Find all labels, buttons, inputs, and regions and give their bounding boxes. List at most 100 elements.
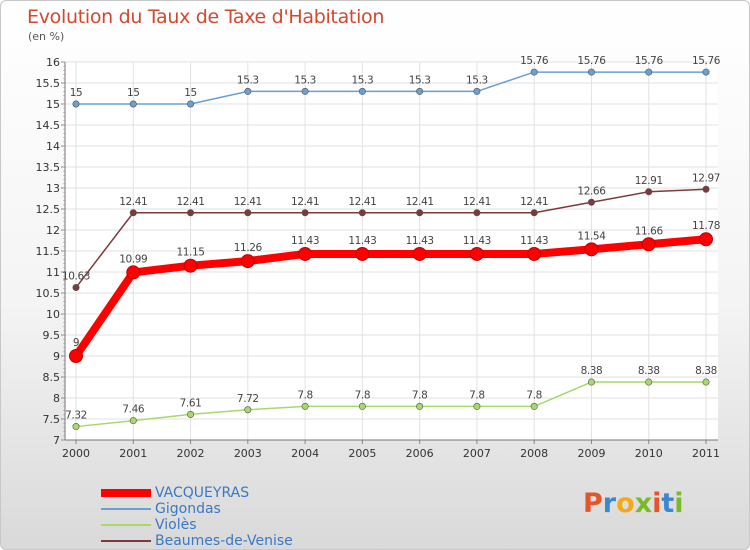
y-tick-label: 10.5 <box>36 287 61 300</box>
chart-title: Evolution du Taux de Taxe d'Habitation <box>27 6 385 28</box>
y-tick-label: 15 <box>46 98 60 111</box>
legend-swatch <box>101 540 151 542</box>
data-point-viol-s <box>473 402 481 410</box>
data-point-viol-s <box>587 378 595 386</box>
logo-letter: o <box>616 488 635 519</box>
data-point-beaumes-de-venise <box>530 209 538 217</box>
data-point-beaumes-de-venise <box>473 209 481 217</box>
data-point-beaumes-de-venise <box>358 209 366 217</box>
data-point-viol-s <box>645 378 653 386</box>
legend-label: VACQUEYRAS <box>155 485 250 501</box>
y-tick-label: 9 <box>53 350 60 363</box>
logo-letter: i <box>652 488 662 519</box>
data-label-vacqueyras: 11.43 <box>520 235 548 247</box>
x-tick-label: 2004 <box>291 447 319 460</box>
legend-label: Beaumes-de-Venise <box>155 533 293 549</box>
data-point-gigondas <box>72 100 80 108</box>
data-label-viol-s: 7.8 <box>355 389 371 401</box>
x-tick-label: 2007 <box>463 447 491 460</box>
x-tick-label: 2011 <box>692 447 720 460</box>
logo-letter: r <box>602 488 617 519</box>
y-tick-label: 13.5 <box>36 161 61 174</box>
logo-letter: i <box>674 488 684 519</box>
y-tick-label: 9.5 <box>43 329 61 342</box>
data-point-vacqueyras <box>240 254 255 269</box>
data-label-gigondas: 15.76 <box>692 55 721 67</box>
y-tick-label: 16 <box>46 56 60 69</box>
data-point-viol-s <box>72 423 80 431</box>
data-label-beaumes-de-venise: 12.41 <box>406 196 434 208</box>
data-point-vacqueyras <box>412 246 427 261</box>
data-point-beaumes-de-venise <box>72 284 80 292</box>
data-label-beaumes-de-venise: 10.63 <box>62 271 90 283</box>
legend-swatch <box>101 489 151 497</box>
x-tick-label: 2002 <box>177 447 205 460</box>
data-label-vacqueyras: 11.43 <box>463 235 491 247</box>
x-tick-label: 2005 <box>348 447 376 460</box>
legend-swatch <box>101 524 151 526</box>
data-point-gigondas <box>358 87 366 95</box>
data-label-viol-s: 7.72 <box>237 393 259 405</box>
y-tick-label: 14 <box>46 140 60 153</box>
data-label-viol-s: 8.38 <box>695 365 717 377</box>
data-point-viol-s <box>702 378 710 386</box>
data-point-beaumes-de-venise <box>129 209 137 217</box>
x-tick-label: 2003 <box>234 447 262 460</box>
chart-unit: (en %) <box>28 30 65 43</box>
y-tick-label: 11.5 <box>36 245 61 258</box>
data-point-vacqueyras <box>699 232 713 247</box>
data-point-beaumes-de-venise <box>645 188 653 196</box>
data-point-gigondas <box>587 68 595 76</box>
data-label-vacqueyras: 9 <box>73 337 79 349</box>
logo-letter: P <box>583 488 603 519</box>
y-tick-label: 14.5 <box>36 119 61 132</box>
proxiti-logo: Proxiti <box>583 488 684 519</box>
data-label-beaumes-de-venise: 12.91 <box>635 175 663 187</box>
data-label-gigondas: 15.3 <box>409 74 431 86</box>
data-label-viol-s: 7.8 <box>297 389 313 401</box>
data-label-beaumes-de-venise: 12.41 <box>177 196 205 208</box>
data-label-gigondas: 15.76 <box>635 55 664 67</box>
x-tick-label: 2010 <box>635 447 663 460</box>
data-point-viol-s <box>244 406 252 414</box>
legend-label: Gigondas <box>155 501 221 517</box>
data-label-beaumes-de-venise: 12.97 <box>692 172 720 184</box>
x-tick-label: 2009 <box>577 447 605 460</box>
data-point-vacqueyras <box>355 246 370 261</box>
data-point-gigondas <box>416 87 424 95</box>
data-point-gigondas <box>473 87 481 95</box>
data-point-beaumes-de-venise <box>301 209 309 217</box>
data-label-vacqueyras: 11.43 <box>348 235 376 247</box>
data-label-beaumes-de-venise: 12.41 <box>348 196 376 208</box>
data-point-gigondas <box>129 100 137 108</box>
x-tick-label: 2008 <box>520 447 548 460</box>
data-point-gigondas <box>301 87 309 95</box>
data-point-vacqueyras <box>641 237 656 252</box>
data-label-beaumes-de-venise: 12.41 <box>520 196 548 208</box>
series-line-vacqueyras <box>72 235 710 360</box>
data-label-vacqueyras: 11.26 <box>234 242 263 254</box>
x-tick-label: 2006 <box>406 447 434 460</box>
series-line-gigondas <box>75 71 707 105</box>
series-line-viol-s <box>75 381 707 428</box>
series-line-beaumes-de-venise <box>75 188 707 289</box>
data-point-vacqueyras <box>584 242 599 257</box>
data-label-viol-s: 7.8 <box>412 389 428 401</box>
y-tick-label: 12 <box>46 224 60 237</box>
data-point-gigondas <box>702 68 710 76</box>
y-tick-label: 8.5 <box>43 371 61 384</box>
data-point-beaumes-de-venise <box>702 185 710 193</box>
x-tick-label: 2001 <box>119 447 147 460</box>
data-point-gigondas <box>530 68 538 76</box>
legend-swatch <box>101 508 151 510</box>
data-label-vacqueyras: 10.99 <box>119 253 147 265</box>
data-label-gigondas: 15.3 <box>351 74 373 86</box>
legend-label: Violès <box>155 517 197 533</box>
data-point-gigondas <box>645 68 653 76</box>
data-point-gigondas <box>244 87 252 95</box>
data-point-vacqueyras <box>126 265 141 280</box>
data-point-viol-s <box>301 402 309 410</box>
y-tick-label: 13 <box>46 182 60 195</box>
data-label-gigondas: 15 <box>70 87 83 99</box>
